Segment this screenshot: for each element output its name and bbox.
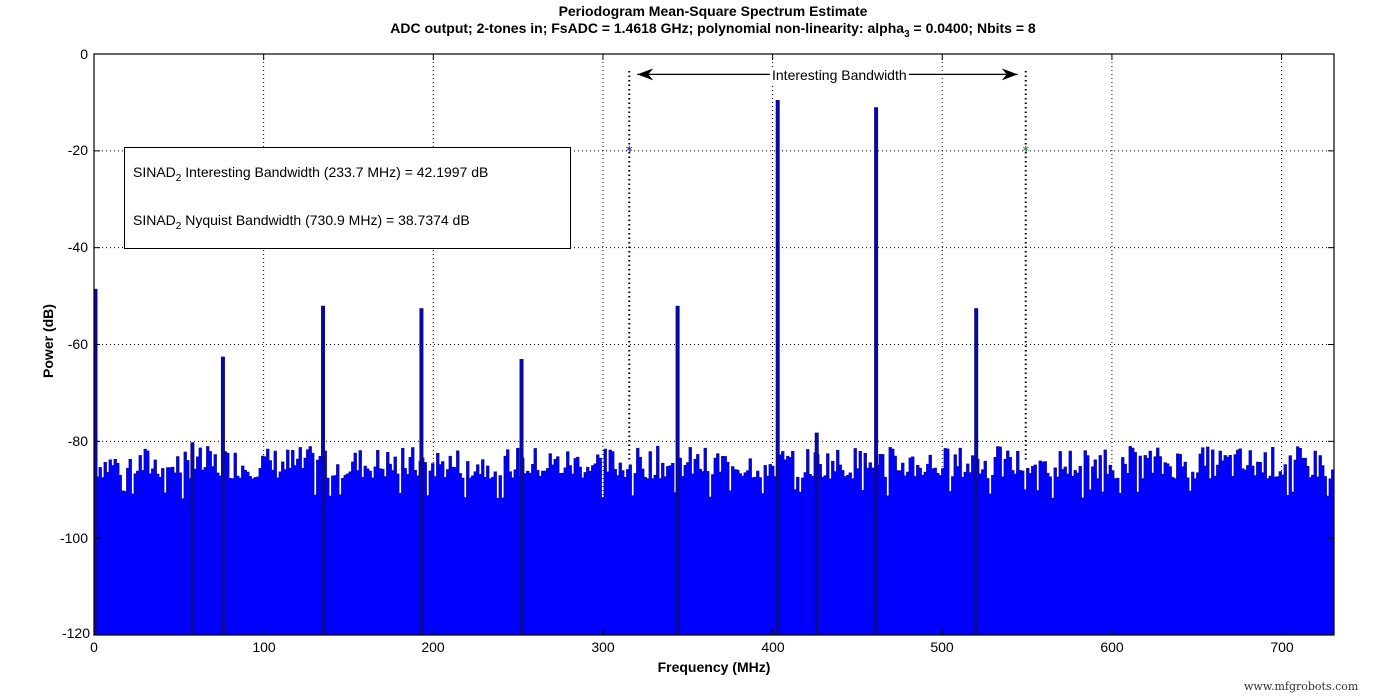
subtitle-suffix: = 0.0400; Nbits = 8 <box>909 20 1036 36</box>
spectrum-spike <box>974 308 979 635</box>
y-tick-label: -20 <box>67 142 88 158</box>
subtitle-subscript: 3 <box>904 28 910 40</box>
spectrum-spike <box>775 99 780 635</box>
spectrum-spike <box>874 107 879 636</box>
sinad-legend-box: SINAD2 Interesting Bandwidth (233.7 MHz)… <box>124 147 571 249</box>
y-tick-label: -40 <box>67 239 88 255</box>
x-tick-label: 700 <box>1270 639 1294 655</box>
legend-text: SINAD <box>133 164 176 180</box>
x-tick-label: 100 <box>252 639 276 655</box>
y-tick-label: 0 <box>80 46 88 62</box>
spectrum-spike <box>321 305 326 635</box>
legend-text: Nyquist Bandwidth (730.9 MHz) = 38.7374 … <box>181 212 470 228</box>
legend-text: SINAD <box>133 212 176 228</box>
legend-text: Interesting Bandwidth (233.7 MHz) = 42.1… <box>181 164 489 180</box>
spectrum-spike <box>93 288 98 635</box>
arrow-right-icon <box>1001 68 1018 81</box>
noise-floor <box>93 445 1335 636</box>
y-tick-label: -100 <box>59 530 88 546</box>
x-tick-label: 500 <box>930 639 954 655</box>
legend-subscript: 2 <box>175 220 182 232</box>
spectrum-spike <box>190 442 195 635</box>
x-tick-label: 0 <box>90 639 98 655</box>
chart-title: Periodogram Mean-Square Spectrum Estimat… <box>558 3 868 19</box>
spectrum-spike <box>220 356 225 635</box>
legend-subscript: 2 <box>175 172 182 184</box>
chart-subtitle: ADC output; 2-tones in; FsADC = 1.4618 G… <box>0 20 1373 40</box>
spectrum-spike <box>519 359 524 635</box>
interesting-bandwidth-label: Interesting Bandwidth <box>770 67 909 83</box>
marker-asterisk-icon: * <box>1022 144 1029 160</box>
spectrum-spike <box>419 308 424 635</box>
marker-asterisk-icon: * <box>626 144 633 160</box>
x-tick-label: 600 <box>1100 639 1124 655</box>
sinad-nyquist-bandwidth: SINAD2 Nyquist Bandwidth (730.9 MHz) = 3… <box>133 212 470 232</box>
y-tick-label: -120 <box>61 625 90 641</box>
subtitle-prefix: ADC output; 2-tones in; FsADC = 1.4618 G… <box>390 20 905 36</box>
x-tick-label: 200 <box>421 639 445 655</box>
sinad-interesting-bandwidth: SINAD2 Interesting Bandwidth (233.7 MHz)… <box>133 164 488 184</box>
arrow-left-icon <box>637 68 654 81</box>
x-tick-label: 400 <box>761 639 785 655</box>
spectrum-spike <box>814 432 819 635</box>
x-tick-label: 300 <box>591 639 615 655</box>
spectrum-spike <box>675 305 680 635</box>
x-axis-label: Frequency (MHz) <box>657 659 771 675</box>
y-tick-label: -60 <box>67 336 88 352</box>
watermark: www.mfgrobots.com <box>1244 680 1359 693</box>
y-tick-label: -80 <box>67 433 88 449</box>
